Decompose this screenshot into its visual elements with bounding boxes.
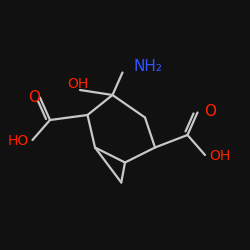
Text: O: O xyxy=(204,104,216,119)
Text: OH: OH xyxy=(209,149,230,163)
Text: O: O xyxy=(28,90,40,105)
Text: HO: HO xyxy=(8,134,29,148)
Text: NH₂: NH₂ xyxy=(134,59,163,74)
Text: OH: OH xyxy=(67,77,88,91)
